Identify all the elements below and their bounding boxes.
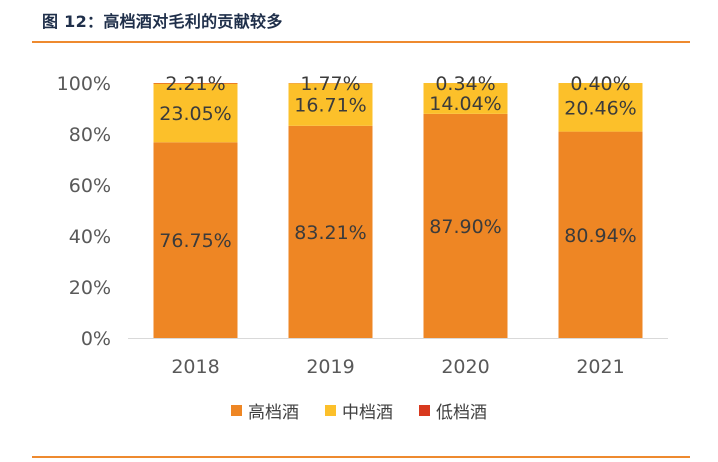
y-tick-label: 60% xyxy=(69,175,111,197)
bar-segment xyxy=(558,131,643,338)
bar-segment xyxy=(288,125,373,338)
y-tick-label: 100% xyxy=(57,73,111,95)
data-label: 83.21% xyxy=(294,222,366,244)
data-label: 0.40% xyxy=(570,73,630,95)
chart-legend: 高档酒 中档酒 低档酒 xyxy=(0,398,718,423)
x-tick-label: 2020 xyxy=(441,356,489,378)
data-label: 1.77% xyxy=(300,73,360,95)
figure-title: 图 12：高档酒对毛利的贡献较多 xyxy=(42,12,283,31)
x-tick-label: 2018 xyxy=(171,356,219,378)
y-tick-label: 40% xyxy=(69,226,111,248)
legend-item-low: 低档酒 xyxy=(419,398,487,423)
data-label: 2.21% xyxy=(165,73,225,95)
data-label: 23.05% xyxy=(159,103,231,125)
legend-label-mid: 中档酒 xyxy=(342,403,393,423)
bar-segment xyxy=(423,113,508,338)
legend-swatch-low xyxy=(419,405,430,416)
bar-segment xyxy=(153,83,238,84)
data-label: 16.71% xyxy=(294,95,366,117)
data-label: 0.34% xyxy=(435,73,495,95)
bar-segment xyxy=(558,83,643,132)
legend-swatch-high xyxy=(231,405,242,416)
x-tick-label: 2021 xyxy=(576,356,624,378)
legend-item-high: 高档酒 xyxy=(231,398,299,423)
data-label: 87.90% xyxy=(429,216,501,238)
data-label: 80.94% xyxy=(564,225,636,247)
y-tick-label: 20% xyxy=(69,277,111,299)
bottom-rule xyxy=(32,456,690,458)
data-label: 76.75% xyxy=(159,230,231,252)
data-label: 14.04% xyxy=(429,93,501,115)
bar-segment xyxy=(153,83,238,143)
bar-segment xyxy=(153,142,238,338)
data-label: 20.46% xyxy=(564,97,636,119)
y-tick-label: 0% xyxy=(81,328,111,350)
bar-segment xyxy=(288,83,373,126)
y-tick-label: 80% xyxy=(69,124,111,146)
legend-label-low: 低档酒 xyxy=(436,403,487,423)
legend-label-high: 高档酒 xyxy=(248,403,299,423)
legend-swatch-mid xyxy=(325,405,336,416)
bar-segment xyxy=(423,83,508,114)
legend-item-mid: 中档酒 xyxy=(325,398,393,423)
title-rule xyxy=(32,41,690,43)
x-tick-label: 2019 xyxy=(306,356,354,378)
